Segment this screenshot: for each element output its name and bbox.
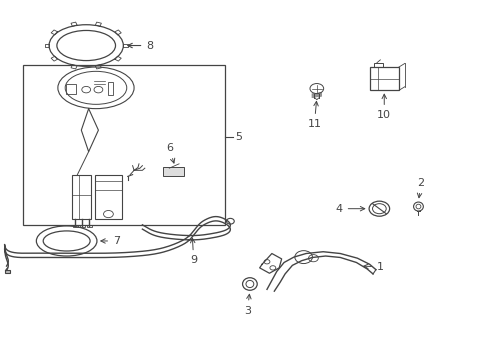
Text: 4: 4 bbox=[336, 204, 365, 214]
Text: 1: 1 bbox=[364, 262, 384, 272]
Text: 10: 10 bbox=[377, 94, 391, 120]
Text: 5: 5 bbox=[235, 132, 242, 142]
Bar bbox=[87, 225, 92, 227]
Bar bbox=[73, 225, 78, 227]
Text: 7: 7 bbox=[101, 236, 120, 246]
Bar bbox=[4, 270, 10, 273]
Bar bbox=[374, 63, 383, 67]
Text: 2: 2 bbox=[417, 178, 424, 198]
Bar bbox=[66, 84, 76, 94]
Bar bbox=[108, 82, 113, 95]
Text: 9: 9 bbox=[190, 238, 197, 265]
Text: 11: 11 bbox=[307, 102, 321, 129]
Bar bbox=[369, 67, 399, 90]
Bar bbox=[72, 175, 91, 220]
Text: 3: 3 bbox=[244, 294, 251, 315]
FancyBboxPatch shape bbox=[163, 167, 184, 176]
Text: 8: 8 bbox=[128, 41, 153, 50]
Text: 6: 6 bbox=[166, 143, 175, 163]
Bar bbox=[23, 65, 225, 225]
Bar bbox=[95, 175, 122, 220]
Bar bbox=[80, 225, 85, 227]
